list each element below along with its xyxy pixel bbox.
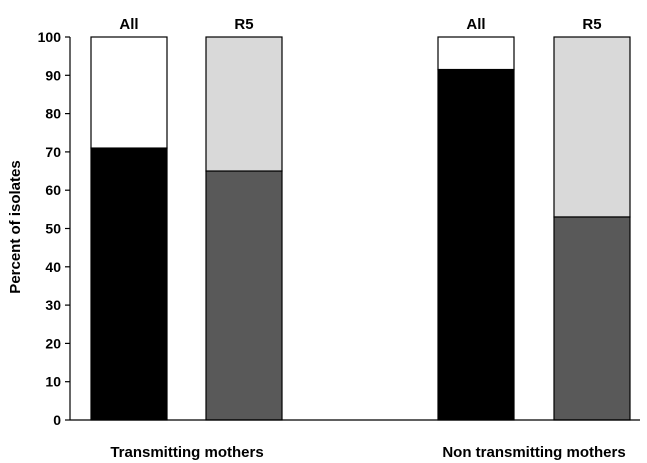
y-tick-label: 60 (45, 182, 61, 198)
bar-segment-lower (553, 216, 631, 421)
bar-segment-upper (437, 36, 515, 71)
y-tick-label: 40 (45, 259, 61, 275)
bar-segment-upper (90, 36, 168, 149)
bar-segment-lower (205, 170, 283, 421)
bar-label: R5 (234, 16, 253, 33)
bar-segment-lower (90, 147, 168, 421)
y-tick-label: 70 (45, 144, 61, 160)
y-tick-label: 30 (45, 297, 61, 313)
bar-label: R5 (582, 16, 601, 33)
y-axis-title: Percent of isolates (7, 160, 24, 293)
y-tick-label: 0 (53, 412, 61, 428)
y-tick-label: 10 (45, 374, 61, 390)
y-tick-label: 50 (45, 221, 61, 237)
y-axis-ticks: 0 10 20 30 40 50 60 70 80 90 100 (38, 29, 70, 428)
y-tick-label: 20 (45, 335, 61, 351)
bar-segment-lower (437, 68, 515, 421)
y-tick-label: 90 (45, 67, 61, 83)
y-tick-label: 100 (38, 29, 62, 45)
bar-segment-upper (553, 36, 631, 218)
bar-segment-upper (205, 36, 283, 172)
bar-label: All (466, 16, 485, 33)
group-labels: Transmitting mothers Non transmitting mot… (110, 444, 625, 461)
bars (90, 36, 631, 421)
x-group-label: Transmitting mothers (110, 444, 263, 461)
y-tick-label: 80 (45, 106, 61, 122)
bar-label: All (119, 16, 138, 33)
bar-labels: All R5 All R5 (119, 16, 601, 33)
x-group-label: Non transmitting mothers (442, 444, 625, 461)
